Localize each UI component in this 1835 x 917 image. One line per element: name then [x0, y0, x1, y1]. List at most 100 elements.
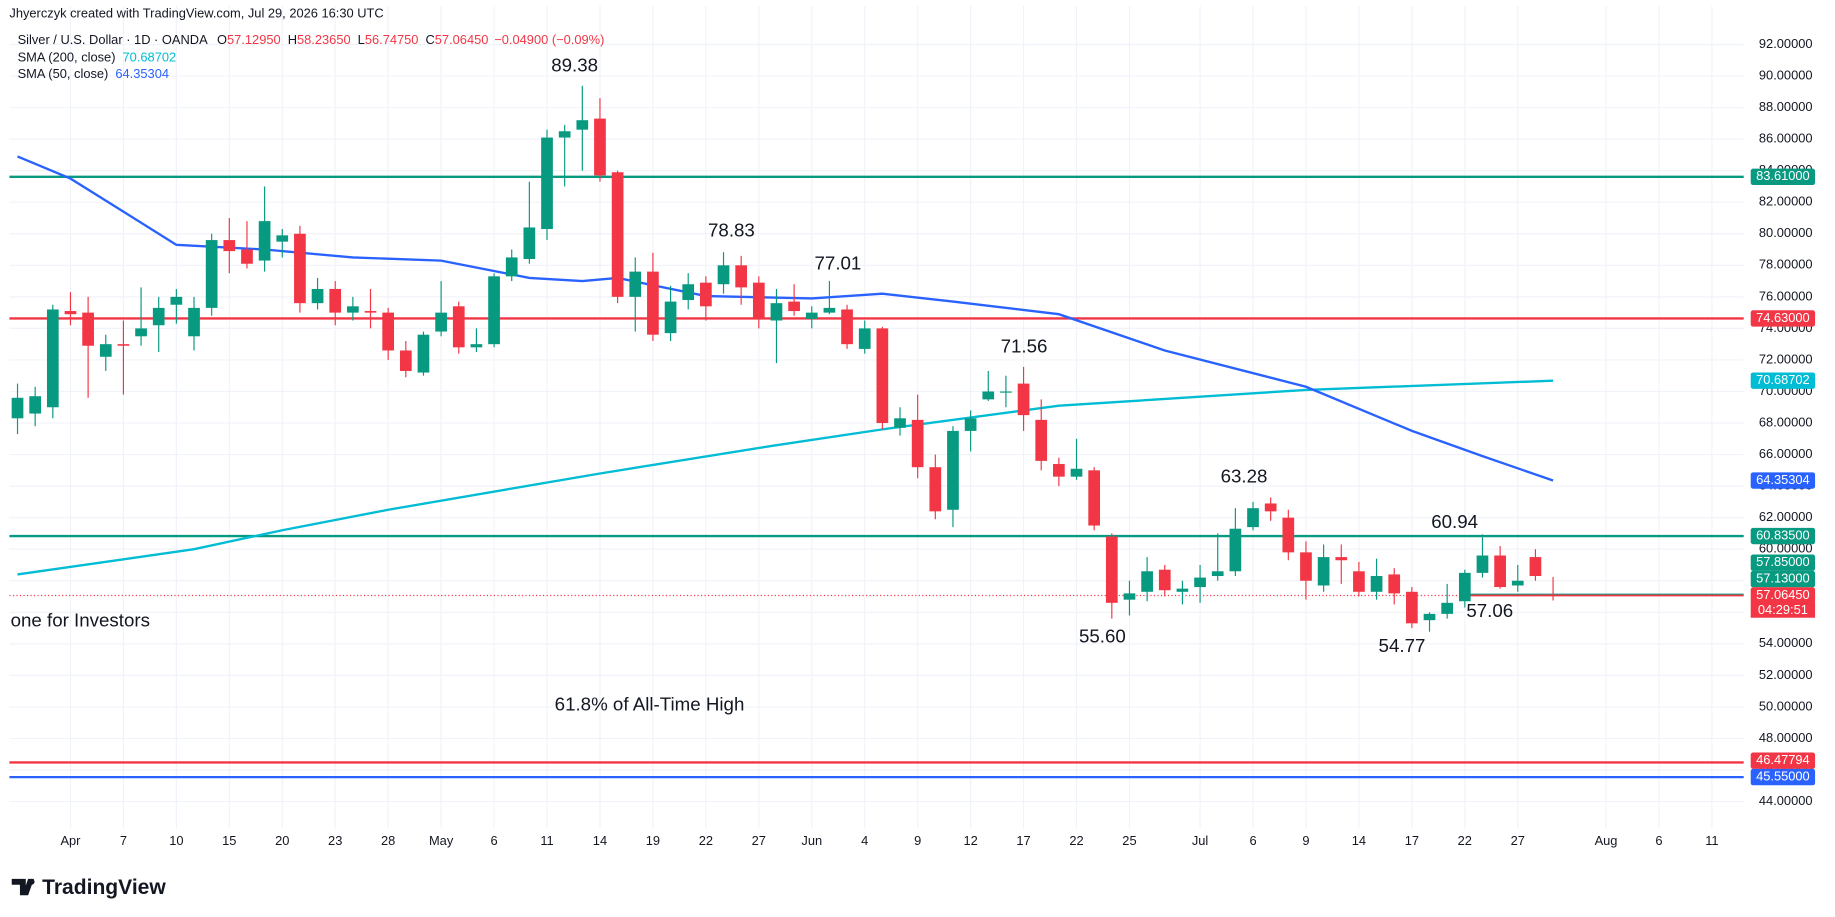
- candle-body: [223, 240, 236, 252]
- candle-body: [135, 328, 147, 337]
- candle-body: [1317, 557, 1330, 586]
- x-tick-label: 14: [1352, 833, 1366, 848]
- candle-body: [1441, 602, 1454, 614]
- y-tick-label: 76.00000: [1759, 288, 1813, 303]
- x-tick-label: 4: [861, 833, 868, 848]
- price-label: 45.55000: [1756, 769, 1810, 784]
- y-tick-label: 50.00000: [1759, 698, 1813, 713]
- candle-body: [1035, 419, 1048, 461]
- candle-body: [611, 172, 624, 297]
- candle-body: [435, 312, 447, 332]
- candle-body: [841, 309, 853, 345]
- candle-body: [1017, 383, 1030, 416]
- candle-body: [823, 307, 836, 313]
- candle-body: [964, 418, 977, 431]
- x-tick-label: 9: [914, 833, 921, 848]
- candle-body: [1053, 464, 1065, 477]
- candle-body: [29, 396, 42, 414]
- candle-body: [188, 307, 200, 337]
- y-tick-label: 52.00000: [1759, 667, 1813, 682]
- annotation: 60.94: [1431, 511, 1478, 532]
- annotation: 71.56: [1001, 335, 1048, 356]
- legend-text: L: [358, 32, 365, 47]
- brand: TradingView: [42, 876, 166, 899]
- candle-body: [647, 271, 659, 335]
- candle-body: [241, 249, 253, 264]
- candle-body: [1353, 571, 1365, 592]
- x-tick-label: 23: [328, 833, 342, 848]
- logo-icon: [28, 878, 35, 885]
- logo-icon: [11, 878, 34, 896]
- candle-body: [205, 240, 218, 308]
- y-tick-label: 68.00000: [1759, 414, 1813, 429]
- candle-body: [982, 391, 995, 400]
- price-label: 60.83500: [1756, 527, 1810, 542]
- candle-body: [82, 312, 94, 346]
- countdown: 04:29:51: [1758, 602, 1808, 617]
- candle-body: [1264, 503, 1277, 512]
- candle-body: [770, 303, 783, 321]
- candle-body: [805, 312, 818, 319]
- candle-body: [1105, 536, 1118, 603]
- candle-body: [170, 296, 183, 305]
- sma-line: [17, 379, 1554, 576]
- candle-body: [1282, 517, 1295, 553]
- y-tick-label: 78.00000: [1759, 257, 1813, 272]
- candle-body: [452, 306, 465, 348]
- price-label-box: [1750, 527, 1816, 545]
- candle-body: [876, 328, 889, 424]
- candle-body: [717, 265, 730, 285]
- candle-body: [1211, 571, 1224, 577]
- candle-body: [1476, 555, 1489, 573]
- candle-body: [1300, 552, 1312, 581]
- candle-body: [505, 257, 518, 277]
- x-tick-label: 6: [1655, 833, 1662, 848]
- candle-body: [1176, 588, 1189, 592]
- annotation: 63.28: [1221, 465, 1268, 486]
- candle-body: [541, 137, 553, 230]
- candle-body: [1141, 571, 1153, 592]
- candle-body: [523, 227, 536, 259]
- candle-body: [911, 419, 924, 468]
- x-tick-label: 20: [275, 833, 289, 848]
- y-tick-label: 66.00000: [1759, 446, 1813, 461]
- candle-body: [1547, 594, 1559, 596]
- price-label-box: [1750, 752, 1816, 769]
- annotation: 89.38: [551, 55, 598, 76]
- candle-body: [664, 301, 677, 334]
- price-label-box: [1750, 554, 1816, 571]
- x-tick-label: Jun: [801, 833, 822, 848]
- candle-body: [1388, 574, 1401, 594]
- candle-body: [152, 307, 165, 326]
- x-tick-label: 15: [222, 833, 236, 848]
- candle-body: [1070, 468, 1083, 477]
- x-tick-label: Jul: [1192, 833, 1208, 848]
- legend-text: H: [288, 32, 297, 47]
- legend-text: 58.23650: [297, 32, 351, 47]
- annotation: one for Investors: [11, 609, 150, 630]
- candle-body: [947, 430, 959, 510]
- candle-body: [276, 235, 289, 242]
- candle-body: [258, 221, 271, 261]
- candle-body: [788, 301, 800, 312]
- y-tick-label: 90.00000: [1759, 67, 1813, 82]
- grid: [9, 5, 1744, 829]
- x-tick-label: 10: [169, 833, 183, 848]
- price-label-box: [1750, 168, 1816, 186]
- candle-body: [1494, 555, 1506, 588]
- candle-body: [399, 350, 412, 371]
- price-label: 74.63000: [1756, 310, 1810, 325]
- candle-body: [1458, 572, 1471, 602]
- price-label: 70.68702: [1756, 372, 1810, 387]
- x-tick-label: 27: [752, 833, 766, 848]
- price-label-box: [1750, 372, 1816, 389]
- y-tick-label: 80.00000: [1759, 225, 1813, 240]
- y-tick-label: 92.00000: [1759, 36, 1813, 51]
- candle-body: [1423, 613, 1436, 621]
- candle-body: [329, 288, 342, 313]
- y-tick-label: 54.00000: [1759, 635, 1813, 650]
- candle-body: [858, 328, 871, 349]
- candle-body: [347, 306, 359, 313]
- price-label-box: [1750, 310, 1816, 327]
